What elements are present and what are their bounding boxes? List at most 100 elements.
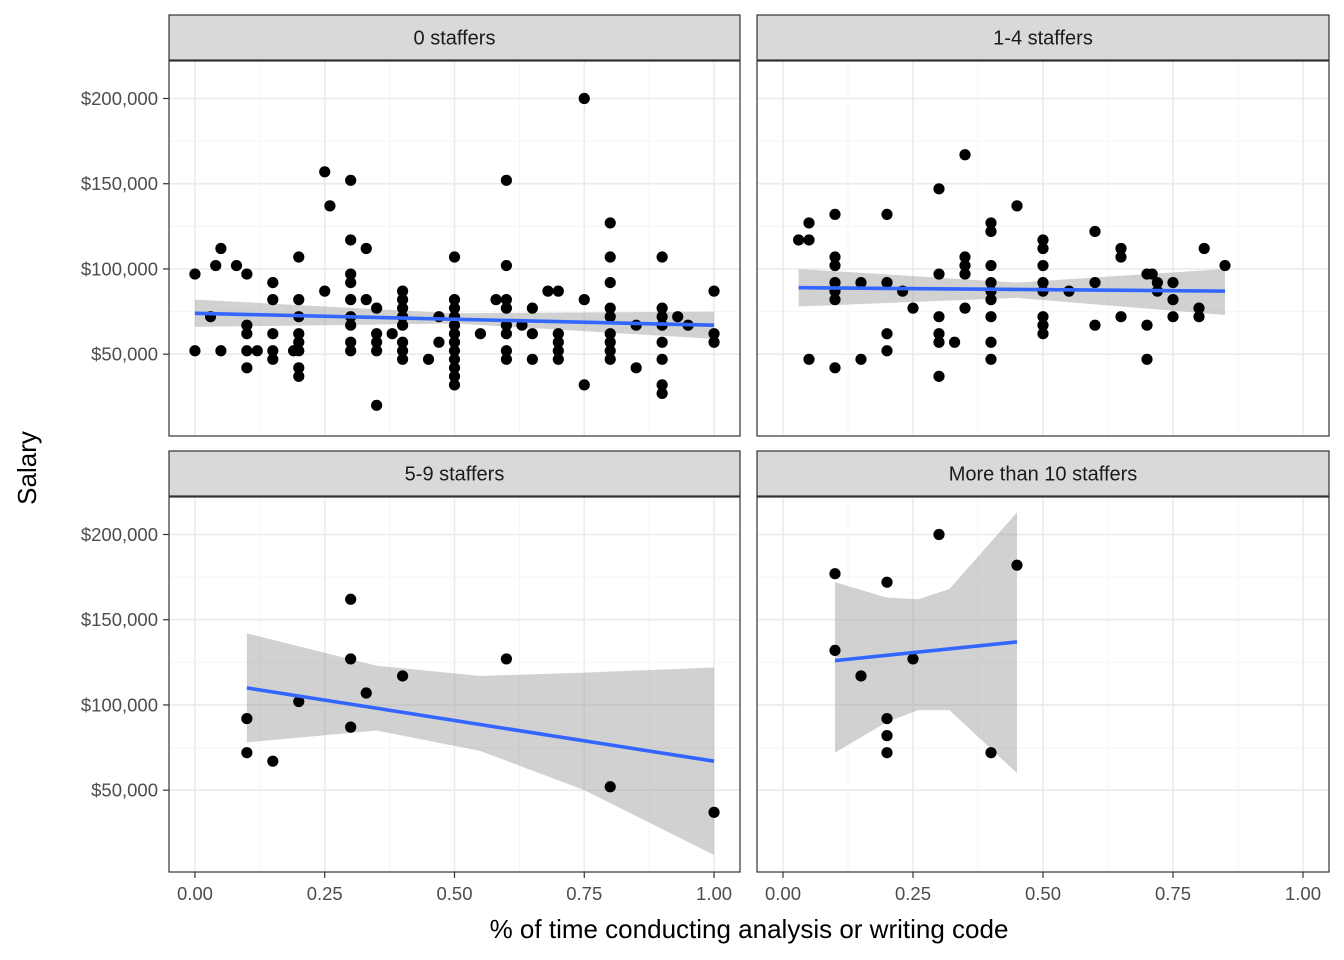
data-point — [396, 353, 409, 365]
panel-1: 0 staffers $50,000 $100,000 $150,000 $200,00… — [81, 14, 741, 437]
data-point — [371, 328, 383, 340]
data-point — [959, 251, 971, 263]
data-point — [656, 251, 668, 263]
data-point — [933, 328, 945, 340]
confidence-band — [835, 512, 1017, 774]
data-point — [1089, 276, 1101, 289]
data-point — [448, 353, 461, 365]
data-point — [293, 251, 305, 263]
data-point — [1193, 302, 1205, 314]
data-point — [345, 174, 357, 186]
data-point — [552, 328, 564, 340]
data-point — [293, 695, 305, 708]
y-tick-label: $100,000 — [81, 258, 158, 279]
data-point — [241, 345, 253, 357]
data-point — [526, 328, 538, 340]
data-point — [433, 336, 445, 348]
data-point — [604, 328, 616, 340]
data-point — [933, 528, 945, 541]
panels-layer: 0 staffers $50,000 $100,000 $150,000 $200,00… — [81, 14, 1330, 904]
data-point — [500, 302, 513, 314]
data-point — [985, 747, 997, 759]
x-tick-label: 0.75 — [1155, 883, 1191, 904]
data-point — [448, 319, 461, 331]
data-point — [829, 251, 841, 263]
data-point — [386, 328, 398, 340]
data-point — [189, 268, 201, 280]
data-point — [881, 747, 893, 759]
data-point — [604, 276, 616, 289]
data-point — [448, 370, 461, 382]
data-point — [985, 336, 997, 348]
data-point — [1151, 276, 1163, 289]
data-point — [907, 653, 919, 665]
data-point — [604, 336, 616, 348]
y-tick-label: $200,000 — [81, 88, 158, 109]
data-point — [552, 353, 564, 365]
facet-strip — [168, 14, 741, 61]
data-point — [448, 336, 461, 348]
data-point — [267, 276, 279, 289]
trend-line — [798, 285, 1226, 293]
data-point — [829, 208, 841, 221]
data-point — [1115, 251, 1127, 263]
data-point — [829, 259, 841, 272]
panel-2: 1-4 staffers — [756, 14, 1330, 437]
data-point — [241, 328, 253, 340]
data-point — [604, 781, 616, 793]
data-point — [345, 653, 357, 665]
data-point — [526, 302, 538, 314]
x-tick-label: 0.00 — [177, 883, 213, 904]
data-point — [396, 336, 409, 348]
y-tick-label: $150,000 — [81, 609, 158, 630]
data-point — [241, 362, 253, 374]
data-point — [656, 311, 668, 323]
data-point — [578, 294, 590, 306]
data-point — [371, 336, 383, 348]
data-point — [500, 345, 513, 357]
data-point — [1167, 276, 1179, 289]
data-point — [293, 328, 305, 340]
data-point — [448, 251, 461, 263]
x-tick-label: 0.00 — [765, 883, 801, 904]
data-point — [448, 345, 461, 357]
data-point — [933, 336, 945, 348]
data-point — [1146, 268, 1158, 280]
panel-border — [168, 60, 741, 437]
data-point — [241, 319, 253, 331]
data-point — [448, 379, 461, 391]
data-point — [881, 208, 893, 221]
facet-strip — [168, 450, 741, 497]
data-point — [267, 328, 279, 340]
data-point — [241, 712, 253, 725]
y-tick-label: $50,000 — [91, 780, 158, 801]
data-point — [345, 345, 357, 357]
trend-line — [246, 686, 715, 763]
data-point — [360, 242, 372, 255]
data-point — [293, 362, 305, 374]
data-point — [241, 747, 253, 759]
data-point — [422, 353, 435, 365]
data-point — [985, 259, 997, 272]
data-point — [855, 276, 867, 289]
data-point — [656, 336, 668, 348]
data-point — [251, 345, 263, 357]
data-point — [656, 387, 668, 399]
data-point — [604, 217, 616, 229]
data-point — [578, 379, 590, 391]
facet-strip-label: 1-4 staffers — [993, 28, 1093, 50]
data-point — [1037, 328, 1049, 340]
y-tick-label: $100,000 — [81, 694, 158, 715]
y-tick-label: $150,000 — [81, 173, 158, 194]
x-tick-label: 0.75 — [566, 883, 602, 904]
data-point — [215, 242, 227, 255]
data-point — [1037, 276, 1049, 289]
data-point — [933, 183, 945, 195]
data-point — [319, 166, 331, 178]
data-point — [1089, 225, 1101, 238]
facet-strip-label: More than 10 staffers — [949, 464, 1138, 486]
data-point — [345, 721, 357, 733]
data-point — [293, 345, 305, 357]
data-point — [500, 353, 513, 365]
